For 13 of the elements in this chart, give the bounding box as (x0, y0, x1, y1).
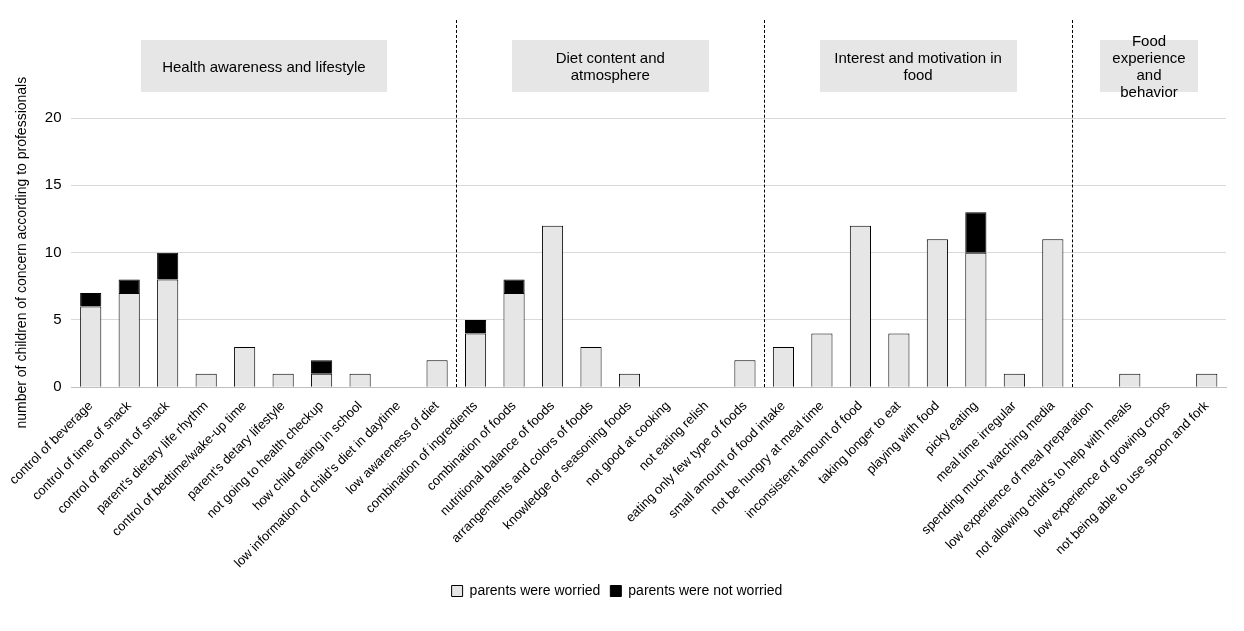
y-tick-label: 5 (53, 310, 62, 328)
bar (503, 279, 525, 294)
y-tick-label: 15 (44, 175, 62, 193)
text: Diet content and atmosphere (511, 40, 709, 92)
text: Food experience and behavior (1111, 32, 1187, 100)
text: Interest and motivation in food (819, 40, 1017, 92)
text: Health awareness and lifestyle (140, 40, 388, 92)
y-tick-label: 0 (53, 377, 62, 395)
y-tick-label: 10 (44, 242, 62, 260)
y-axis-title: number of children of concern according to professionals (13, 76, 30, 429)
y-tick-label: 20 (44, 108, 62, 126)
legend-label: parents were worried (469, 581, 601, 598)
legend-label: parents were not worried (628, 581, 783, 598)
